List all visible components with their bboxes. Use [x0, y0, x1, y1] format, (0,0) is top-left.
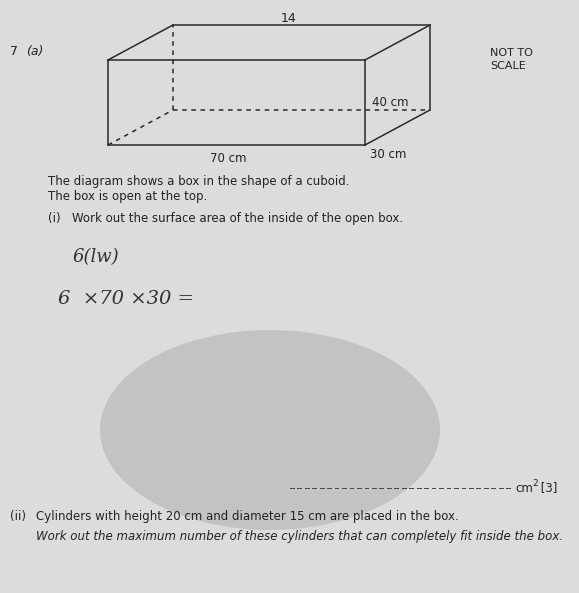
Text: (a): (a): [26, 45, 43, 58]
Text: 2: 2: [532, 479, 538, 487]
Text: NOT TO
SCALE: NOT TO SCALE: [490, 48, 533, 71]
Text: Work out the maximum number of these cylinders that can completely fit inside th: Work out the maximum number of these cyl…: [36, 530, 563, 543]
Text: 7: 7: [10, 45, 18, 58]
Text: (ii): (ii): [10, 510, 26, 523]
Text: 40 cm: 40 cm: [372, 95, 409, 109]
Text: 30 cm: 30 cm: [370, 148, 406, 161]
Text: Work out the surface area of the inside of the open box.: Work out the surface area of the inside …: [72, 212, 403, 225]
Text: 70 cm: 70 cm: [210, 152, 246, 165]
Text: The diagram shows a box in the shape of a cuboid.: The diagram shows a box in the shape of …: [48, 175, 350, 188]
Text: cm: cm: [515, 482, 533, 495]
Text: 14: 14: [281, 12, 297, 25]
Text: Cylinders with height 20 cm and diameter 15 cm are placed in the box.: Cylinders with height 20 cm and diameter…: [36, 510, 459, 523]
Text: [3]: [3]: [537, 482, 558, 495]
Text: 6(lw): 6(lw): [72, 248, 119, 266]
Text: The box is open at the top.: The box is open at the top.: [48, 190, 207, 203]
Ellipse shape: [100, 330, 440, 530]
Text: (i): (i): [48, 212, 61, 225]
Text: 6  ×70 ×30 =: 6 ×70 ×30 =: [58, 290, 194, 308]
